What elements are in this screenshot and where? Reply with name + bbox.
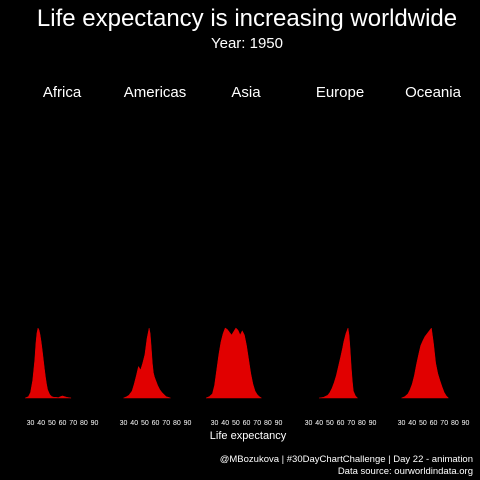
x-tick-label: 70 (347, 420, 355, 427)
x-tick-label: 60 (337, 420, 345, 427)
x-tick-label: 70 (69, 420, 77, 427)
density-area (123, 327, 171, 399)
chart-subtitle: Year: 1950 (211, 35, 283, 52)
facet-label: Europe (316, 84, 364, 101)
x-tick-label: 50 (419, 420, 427, 427)
x-tick-label: 90 (184, 420, 192, 427)
x-tick-label: 80 (173, 420, 181, 427)
x-tick-label: 90 (275, 420, 283, 427)
x-tick-label: 90 (369, 420, 377, 427)
facet-label: Oceania (405, 84, 462, 101)
x-tick-label: 40 (130, 420, 138, 427)
caption-source: Data source: ourworldindata.org (338, 466, 473, 477)
x-tick-label: 80 (264, 420, 272, 427)
x-tick-label: 50 (48, 420, 56, 427)
x-tick-label: 60 (243, 420, 251, 427)
facet-label: Americas (124, 84, 187, 101)
x-tick-label: 70 (253, 420, 261, 427)
x-tick-label: 70 (162, 420, 170, 427)
x-tick-label: 50 (141, 420, 149, 427)
density-area (25, 327, 72, 399)
x-tick-label: 80 (80, 420, 88, 427)
x-tick-label: 30 (27, 420, 35, 427)
caption-credit: @MBozukova | #30DayChartChallenge | Day … (220, 454, 473, 465)
x-tick-label: 40 (221, 420, 229, 427)
density-area (319, 327, 359, 399)
x-tick-label: 60 (152, 420, 160, 427)
x-tick-label: 60 (59, 420, 67, 427)
x-tick-label: 70 (440, 420, 448, 427)
x-tick-label: 90 (462, 420, 470, 427)
x-tick-label: 60 (430, 420, 438, 427)
x-tick-label: 80 (358, 420, 366, 427)
density-area (205, 327, 263, 399)
density-area (401, 327, 450, 399)
x-tick-label: 30 (398, 420, 406, 427)
x-tick-label: 90 (91, 420, 99, 427)
x-axis-label: Life expectancy (210, 430, 287, 442)
x-tick-label: 50 (232, 420, 240, 427)
x-tick-label: 80 (451, 420, 459, 427)
x-tick-label: 40 (408, 420, 416, 427)
x-tick-label: 40 (315, 420, 323, 427)
x-tick-label: 30 (305, 420, 313, 427)
facet-label: Africa (43, 84, 82, 101)
x-tick-label: 30 (120, 420, 128, 427)
facet-label: Asia (231, 84, 261, 101)
x-tick-label: 30 (211, 420, 219, 427)
x-tick-label: 50 (326, 420, 334, 427)
chart-title: Life expectancy is increasing worldwide (37, 5, 457, 32)
x-tick-label: 40 (37, 420, 45, 427)
